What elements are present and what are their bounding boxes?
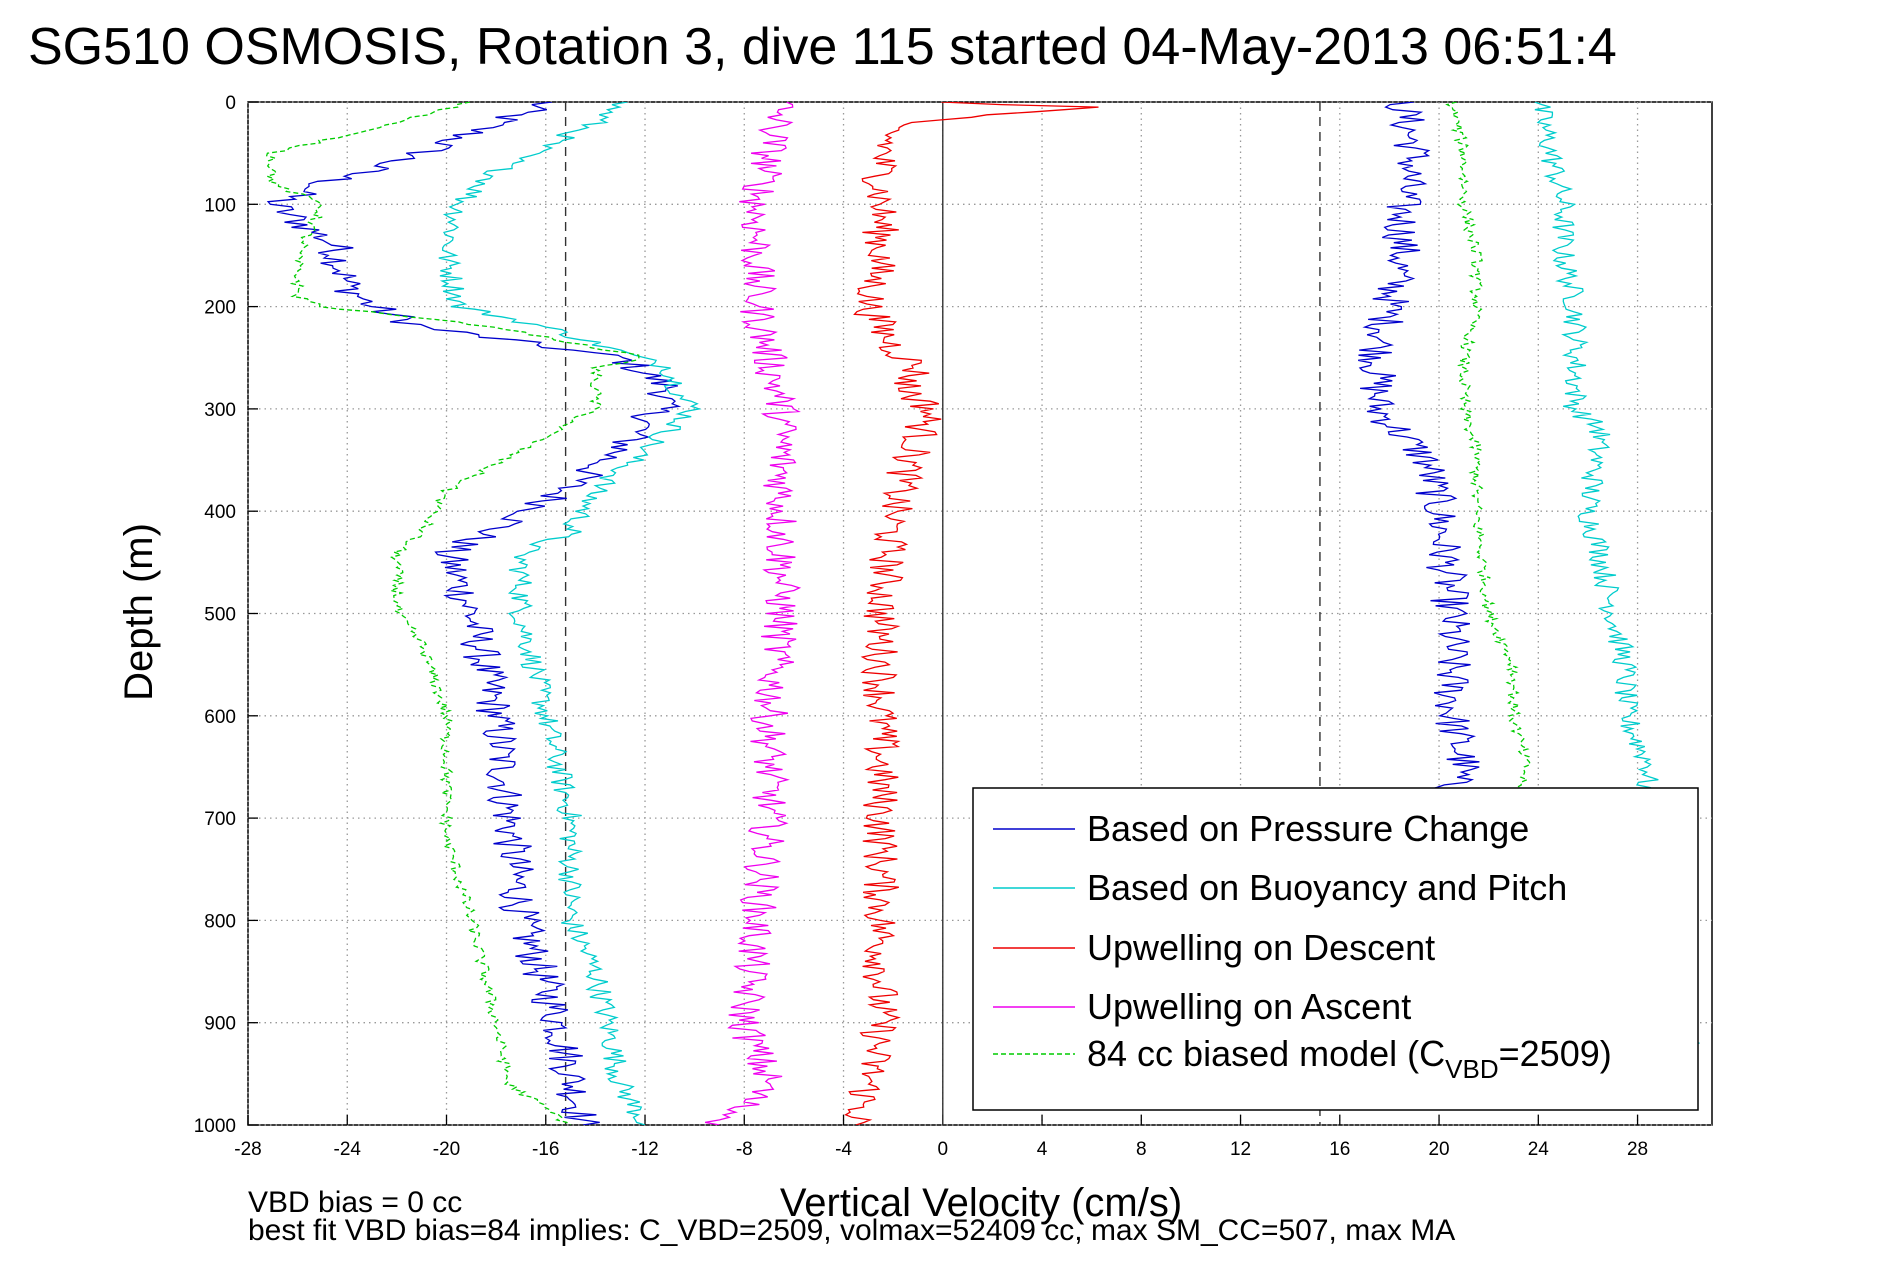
legend: Based on Pressure Change Based on Buoyanc… <box>972 787 1699 1111</box>
series-1-descent-line <box>438 102 702 1125</box>
reference-lines <box>564 102 1321 1125</box>
series-0-ascent-line <box>1358 102 1480 799</box>
y-tick-label-500: 500 <box>204 605 236 626</box>
x-tick-label-0: 0 <box>937 1139 948 1160</box>
legend-label-0: Based on Pressure Change <box>1087 808 1529 849</box>
y-tick-label-0: 0 <box>225 93 236 114</box>
legend-label-2: Upwelling on Descent <box>1087 927 1435 968</box>
x-axis-label: Vertical Velocity (cm/s) <box>780 1181 1182 1225</box>
x-tick-label-28: 28 <box>1627 1139 1648 1160</box>
series-3-descent-line <box>704 102 802 1125</box>
y-tick-label-600: 600 <box>204 707 236 728</box>
y-tick-label-300: 300 <box>204 400 236 421</box>
series-0-descent-line <box>266 102 682 1125</box>
fit-note: best fit VBD bias=84 implies: C_VBD=2509… <box>248 1214 1455 1247</box>
data-series <box>264 102 1700 1125</box>
x-tick-label-12: 12 <box>1230 1139 1251 1160</box>
legend-label-3: Upwelling on Ascent <box>1087 986 1411 1027</box>
x-tick-label-16: -16 <box>532 1139 559 1160</box>
x-tick-label-28: -28 <box>234 1139 261 1160</box>
x-tick-label-16: 16 <box>1329 1139 1350 1160</box>
legend-label-4: 84 cc biased model (CVBD=2509) <box>1087 1033 1612 1084</box>
y-tick-label-200: 200 <box>204 298 236 319</box>
x-tick-label-20: -20 <box>433 1139 460 1160</box>
y-tick-label-900: 900 <box>204 1014 236 1035</box>
legend-label-1: Based on Buoyancy and Pitch <box>1087 867 1567 908</box>
chart-title: SG510 OSMOSIS, Rotation 3, dive 115 star… <box>28 18 1617 76</box>
legend-box <box>972 787 1699 1111</box>
x-axis-ticks: -28 -24 -20 -16 -12 -8 -4 0 4 8 12 16 20 24 28 <box>234 1115 1648 1160</box>
y-tick-label-800: 800 <box>204 911 236 932</box>
x-tick-label-8: -8 <box>736 1139 753 1160</box>
x-tick-label-4: 4 <box>1037 1139 1048 1160</box>
x-tick-label-4: -4 <box>835 1139 852 1160</box>
y-axis-ticks: 0 100 200 300 400 500 600 700 800 900 1000 <box>194 93 258 1137</box>
x-tick-label-20: 20 <box>1428 1139 1449 1160</box>
y-tick-label-1000: 1000 <box>194 1116 236 1137</box>
series-2-descent-line <box>844 102 1099 1125</box>
y-tick-label-400: 400 <box>204 502 236 523</box>
x-tick-label-12: -12 <box>631 1139 658 1160</box>
series-4-ascent-line <box>1445 102 1532 819</box>
x-tick-label-24: 24 <box>1528 1139 1550 1160</box>
x-tick-label-24: -24 <box>334 1139 362 1160</box>
y-tick-label-100: 100 <box>204 195 236 216</box>
x-tick-label-8: 8 <box>1136 1139 1147 1160</box>
bias-note: VBD bias = 0 cc <box>248 1186 462 1219</box>
y-tick-label-700: 700 <box>204 809 236 830</box>
y-axis-label: Depth (m) <box>117 523 161 701</box>
